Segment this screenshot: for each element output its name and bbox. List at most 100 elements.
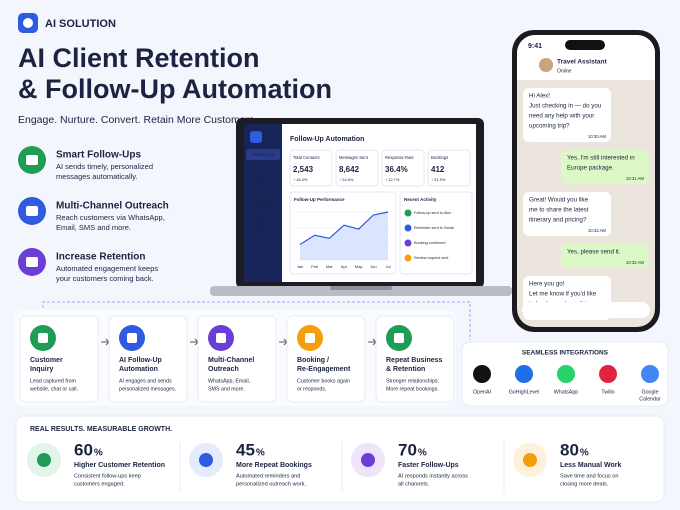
feature-glyph bbox=[26, 257, 38, 267]
result-desc: all channels. bbox=[398, 481, 430, 487]
stat-card bbox=[335, 149, 379, 187]
integration-logo bbox=[473, 365, 491, 383]
flow-desc: Customer books again bbox=[297, 378, 350, 384]
stat-label: Bookings bbox=[431, 155, 448, 160]
laptop-base bbox=[210, 286, 512, 296]
activity-item: Follow-up sent to Alex bbox=[414, 211, 451, 215]
flow-title: Repeat Business bbox=[386, 357, 443, 364]
chart-area bbox=[300, 212, 388, 260]
flow-desc: SMS and more. bbox=[208, 386, 245, 392]
result-desc: Consistent follow-ups keep bbox=[74, 473, 141, 479]
stat-label: Response Rate bbox=[385, 155, 415, 160]
title: AI Client Retention bbox=[18, 43, 260, 73]
message-bubble bbox=[523, 192, 611, 236]
dashboard-title: Follow-Up Automation bbox=[290, 136, 364, 143]
integration-logo bbox=[641, 365, 659, 383]
stat-label: Messages Sent bbox=[339, 155, 369, 160]
chart-month: Jan bbox=[297, 264, 303, 269]
flow-glyph bbox=[394, 333, 404, 343]
flow-desc: More repeat bookings. bbox=[386, 386, 439, 392]
flow-desc: Stronger relationships. bbox=[386, 378, 439, 384]
result-unit: % bbox=[94, 448, 103, 459]
feature-glyph bbox=[26, 206, 38, 216]
flow-title: Multi-Channel bbox=[208, 357, 254, 364]
message-text: Just checking in — do you bbox=[529, 103, 602, 110]
flow-glyph bbox=[38, 333, 48, 343]
nav-item: Campaigns bbox=[253, 190, 275, 195]
result-desc: customers engaged. bbox=[74, 481, 125, 487]
integration-logo bbox=[515, 365, 533, 383]
activity-icon bbox=[404, 224, 412, 232]
contact-status: Online bbox=[557, 68, 572, 74]
nav-item: Conversations bbox=[253, 165, 280, 170]
message-text: me to share the latest bbox=[529, 207, 589, 214]
feature-desc: AI sends timely, personalized bbox=[56, 162, 153, 171]
activity-icon bbox=[404, 209, 412, 217]
result-label: Faster Follow-Ups bbox=[398, 462, 459, 469]
activity-title: Recent Activity bbox=[404, 197, 437, 202]
feature-title: Multi-Channel Outreach bbox=[56, 201, 169, 212]
result-unit: % bbox=[256, 448, 265, 459]
nav-active bbox=[246, 149, 280, 160]
feature-desc: Reach customers via WhatsApp, bbox=[56, 213, 165, 222]
feature-title: Smart Follow-Ups bbox=[56, 150, 141, 161]
flow-desc: personalized messages. bbox=[119, 386, 176, 392]
feature-desc: Automated engagement keeps bbox=[56, 264, 158, 273]
result-unit: % bbox=[580, 448, 589, 459]
flow-title: Customer bbox=[30, 357, 63, 364]
stat-change: ↑ 12.7% bbox=[385, 177, 400, 182]
message-text: Yes, I'm still interested in bbox=[567, 155, 635, 162]
result-label: Higher Customer Retention bbox=[74, 462, 165, 469]
activity-icon bbox=[404, 239, 412, 247]
tagline: Engage. Nurture. Convert. Retain More Cu… bbox=[18, 114, 257, 126]
feature-desc: messages automatically. bbox=[56, 172, 138, 181]
message-time: 10:30 AM bbox=[588, 134, 607, 139]
stat-value: 8,642 bbox=[339, 165, 360, 174]
flow-desc: AI engages and sends bbox=[119, 378, 172, 384]
activity-icon bbox=[404, 254, 412, 262]
stat-change: ↑ 18.4% bbox=[293, 177, 308, 182]
title: & Follow-Up Automation bbox=[18, 74, 332, 104]
flow-desc: website, chat or call. bbox=[30, 386, 78, 392]
message-bubble bbox=[523, 88, 611, 142]
result-icon bbox=[37, 453, 51, 467]
result-icon bbox=[199, 453, 213, 467]
activity-card bbox=[399, 191, 473, 275]
result-value: 80 bbox=[560, 440, 579, 459]
message-text: need any help with your bbox=[529, 113, 594, 120]
stat-card bbox=[381, 149, 425, 187]
integration-name: Calendar bbox=[639, 396, 661, 402]
chart-title: Follow-Up Performance bbox=[294, 197, 345, 202]
flow-title: AI Follow-Up bbox=[119, 357, 162, 364]
badge: AI SOLUTION bbox=[45, 18, 116, 30]
flow-desc: WhatsApp, Email, bbox=[208, 378, 250, 384]
chart-month: Apr bbox=[341, 264, 348, 269]
flow-title: Outreach bbox=[208, 366, 239, 373]
chart-month: May bbox=[355, 264, 363, 269]
flow-glyph bbox=[216, 333, 226, 343]
flow-title: & Retention bbox=[386, 366, 425, 373]
nav-item: Workflows bbox=[253, 202, 273, 207]
result-desc: personalized outreach work. bbox=[236, 481, 306, 487]
flow-title: Automation bbox=[119, 366, 158, 373]
nav-item: Dashboard bbox=[253, 152, 275, 157]
result-label: Less Manual Work bbox=[560, 462, 621, 469]
message-text: upcoming trip? bbox=[529, 123, 570, 130]
integration-logo bbox=[557, 365, 575, 383]
stat-card bbox=[427, 149, 471, 187]
message-text: Hi Alex! bbox=[529, 93, 550, 100]
result-icon bbox=[523, 453, 537, 467]
contact-name: Travel Assistant bbox=[557, 59, 607, 66]
result-value: 70 bbox=[398, 440, 417, 459]
message-time: 10:31 AM bbox=[626, 176, 645, 181]
message-time: 10:32 AM bbox=[588, 228, 607, 233]
message-text: itinerary and pricing? bbox=[529, 217, 587, 224]
result-value: 60 bbox=[74, 440, 93, 459]
result-desc: AI responds instantly across bbox=[398, 473, 468, 479]
flow-title: Booking / bbox=[297, 357, 329, 364]
integration-name: WhatsApp bbox=[554, 389, 578, 395]
integration-name: OpenAI bbox=[473, 389, 491, 395]
stat-change: ↑ 31.5% bbox=[431, 177, 446, 182]
laptop-notch bbox=[330, 286, 392, 290]
